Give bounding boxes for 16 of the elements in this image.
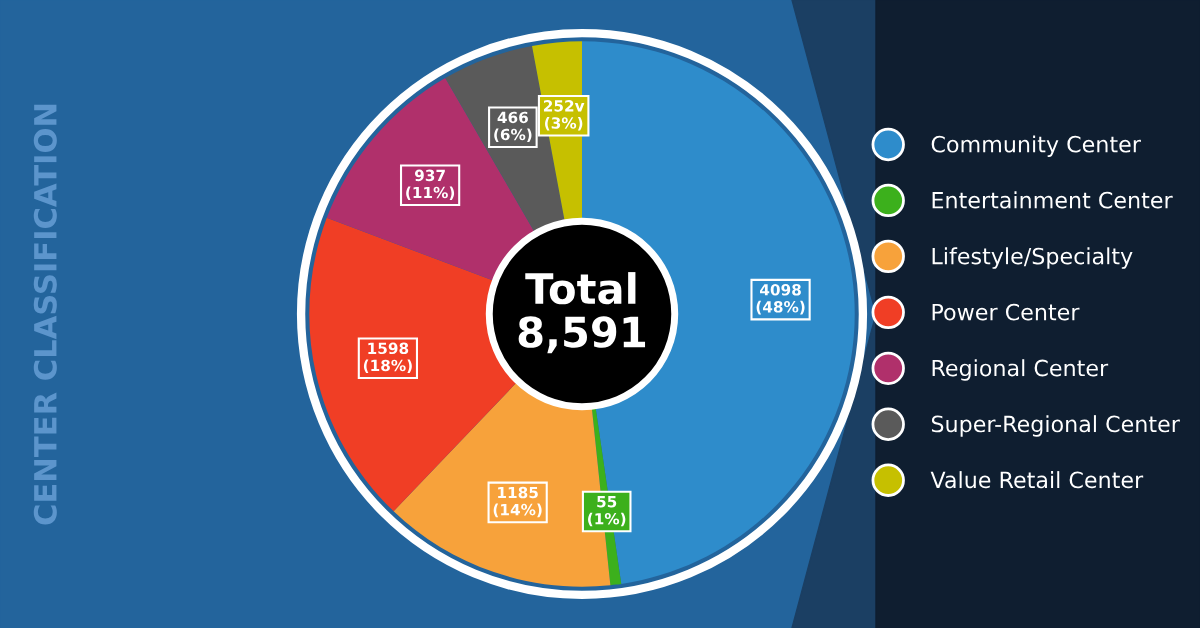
text: CENTER CLASSIFICATION bbox=[33, 104, 57, 525]
text: Total 8,591 bbox=[518, 272, 646, 354]
data-label: 937 (11%) bbox=[406, 169, 455, 201]
legend-label: Lifestyle/Specialty bbox=[932, 247, 1133, 269]
data-label: 1185 (14%) bbox=[493, 486, 542, 518]
legend-label: Regional Center bbox=[932, 359, 1109, 381]
data-label: 55 (1%) bbox=[588, 496, 626, 527]
data-label: 4098 (48%) bbox=[756, 283, 805, 315]
data-label: 466 (6%) bbox=[494, 111, 532, 143]
legend-label: Entertainment Center bbox=[932, 191, 1173, 209]
legend-label: Power Center bbox=[932, 303, 1080, 321]
legend-label: Community Center bbox=[931, 135, 1141, 157]
legend-label: Super-Regional Center bbox=[931, 415, 1180, 437]
data-label: 252v (3%) bbox=[543, 100, 585, 131]
legend-label: Value Retail Center bbox=[930, 471, 1144, 489]
data-label: 1598 (18%) bbox=[363, 342, 412, 374]
